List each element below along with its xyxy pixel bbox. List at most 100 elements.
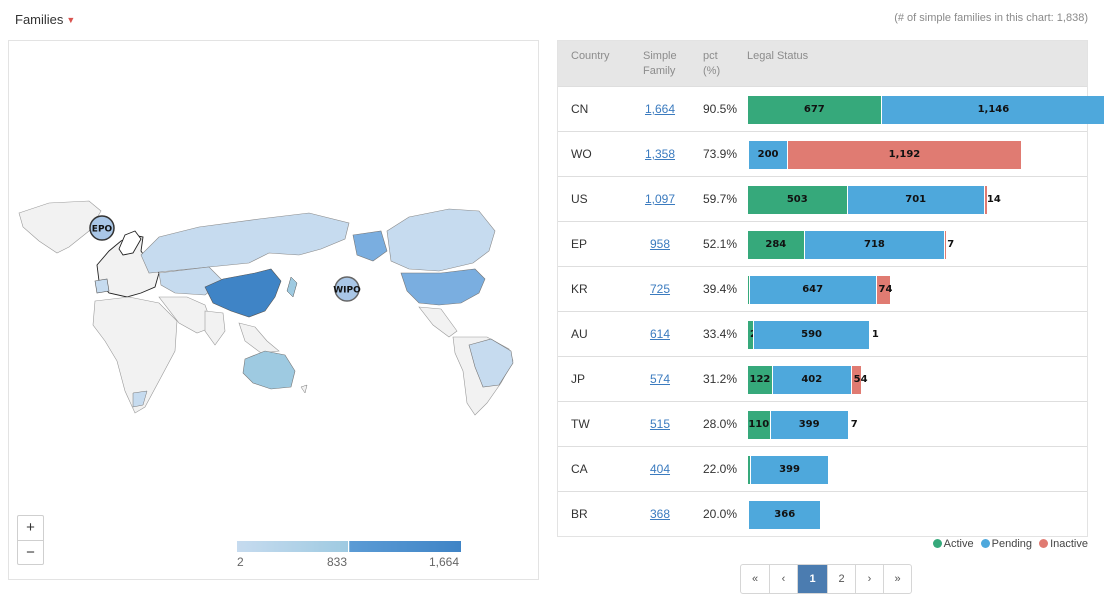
simple-family-link[interactable]: 1,097 [644, 192, 676, 206]
region-alaska [352, 230, 388, 262]
caret-down-icon: ▼ [66, 15, 76, 25]
simple-family-link[interactable]: 1,664 [644, 102, 676, 116]
table-row: TW 515 28.0% 110 399 7 [558, 401, 1087, 446]
world-map-panel[interactable]: EPO WIPO + − 2 833 1,664 [8, 40, 539, 580]
region-japan [286, 276, 298, 298]
wipo-marker[interactable]: WIPO [333, 276, 361, 302]
epo-marker-label: EPO [92, 225, 113, 235]
first-page-button[interactable]: « [751, 573, 759, 585]
inactive-dot-icon [1039, 539, 1049, 548]
zoom-out-button[interactable]: − [18, 540, 43, 564]
region-brazil [468, 338, 514, 388]
last-page-button[interactable]: » [883, 565, 911, 593]
pending-segment-label: 647 [802, 284, 824, 295]
pending-segment-label: 402 [801, 374, 823, 385]
page-2-button[interactable]: 2 [827, 565, 855, 593]
active-segment-label: 110 [748, 419, 770, 430]
country-code: WO [571, 147, 592, 161]
pending-segment[interactable]: 366 [748, 501, 821, 529]
region-central-america [418, 306, 458, 338]
pending-segment-label: 399 [798, 419, 820, 430]
inactive-segment-label: 54 [853, 374, 868, 385]
pending-segment[interactable]: 701 [846, 186, 984, 214]
inactive-segment[interactable]: 54 [850, 366, 868, 394]
simple-family-link[interactable]: 1,358 [644, 147, 676, 161]
inactive-segment[interactable]: 7 [944, 231, 954, 259]
pending-segment[interactable]: 399 [769, 411, 848, 439]
active-segment[interactable]: 110 [748, 411, 770, 439]
pending-segment-label: 718 [864, 239, 885, 250]
pct-value: 20.0% [703, 507, 738, 521]
zoom-in-button[interactable]: + [26, 519, 35, 536]
pending-segment[interactable]: 647 [748, 276, 876, 304]
inactive-segment[interactable]: 7 [847, 411, 858, 439]
active-segment[interactable]: 677 [748, 96, 881, 124]
wipo-marker-label: WIPO [333, 286, 361, 296]
active-segment[interactable]: 284 [748, 231, 804, 259]
legend-pending: Pending [991, 538, 1033, 550]
world-map[interactable]: EPO WIPO [9, 41, 538, 579]
inactive-segment[interactable]: 1,192 [787, 141, 1021, 169]
pending-segment[interactable]: 1,146 [880, 96, 1104, 124]
country-code: CN [571, 102, 589, 116]
families-count-note: (# of simple families in this chart: 1,8… [894, 12, 1088, 24]
simple-family-link[interactable]: 515 [649, 417, 671, 431]
active-segment[interactable]: 122 [748, 366, 772, 394]
inactive-segment-label: 1,192 [888, 149, 921, 160]
prev-page-button[interactable]: ‹ [769, 565, 797, 593]
active-dot-icon [932, 539, 942, 548]
pending-segment[interactable]: 402 [771, 366, 851, 394]
pending-segment[interactable]: 718 [803, 231, 945, 259]
map-color-legend [237, 541, 461, 552]
map-zoom-control: + − [17, 515, 44, 565]
pct-value: 59.7% [703, 192, 738, 206]
pct-value: 90.5% [703, 102, 738, 116]
pending-segment[interactable]: 200 [748, 141, 788, 169]
simple-family-link[interactable]: 614 [649, 327, 671, 341]
simple-family-link[interactable]: 725 [649, 282, 671, 296]
families-dropdown[interactable]: Families ▼ [15, 12, 75, 27]
legend-min-label: 2 [237, 555, 244, 569]
region-africa [92, 296, 178, 414]
pct-value: 39.4% [703, 282, 738, 296]
simple-family-link[interactable]: 368 [649, 507, 671, 521]
table-row: WO 1,358 73.9% 200 1,192 [558, 131, 1087, 176]
simple-family-link[interactable]: 958 [649, 237, 671, 251]
legend-inactive: Inactive [1050, 538, 1088, 550]
inactive-segment-label: 74 [878, 284, 893, 295]
country-code: EP [571, 237, 588, 251]
pending-segment[interactable]: 399 [749, 456, 829, 484]
inactive-segment[interactable]: 1 [868, 321, 879, 349]
page-1-button[interactable]: 1 [797, 565, 827, 593]
country-code: CA [571, 462, 588, 476]
simple-family-link[interactable]: 404 [649, 462, 671, 476]
pending-segment[interactable]: 590 [753, 321, 869, 349]
legend-mid-label: 833 [327, 555, 348, 569]
table-row: CN 1,664 90.5% 677 1,146 [558, 86, 1104, 131]
inactive-segment-label: 7 [850, 419, 858, 430]
region-south-africa [132, 390, 148, 408]
pending-segment-label: 1,146 [977, 104, 1010, 115]
country-code: BR [571, 507, 588, 521]
pct-value: 28.0% [703, 417, 738, 431]
table-row: JP 574 31.2% 122 402 54 [558, 356, 1087, 401]
epo-marker[interactable]: EPO [89, 215, 115, 241]
inactive-segment-label: 7 [947, 239, 955, 250]
active-segment-label: 677 [803, 104, 825, 115]
simple-family-link[interactable]: 574 [649, 372, 671, 386]
pending-segment-label: 200 [757, 149, 779, 160]
inactive-segment[interactable]: 74 [875, 276, 893, 304]
next-page-button[interactable]: › [855, 565, 883, 593]
active-segment[interactable]: 503 [748, 186, 847, 214]
region-australia [242, 350, 296, 390]
region-greenland [18, 200, 102, 254]
country-code: KR [571, 282, 588, 296]
pct-value: 33.4% [703, 327, 738, 341]
col-pct: pct (%) [703, 50, 721, 77]
col-simple-family: Simple Family [643, 50, 677, 77]
inactive-segment[interactable]: 14 [983, 186, 1001, 214]
country-code: TW [571, 417, 590, 431]
